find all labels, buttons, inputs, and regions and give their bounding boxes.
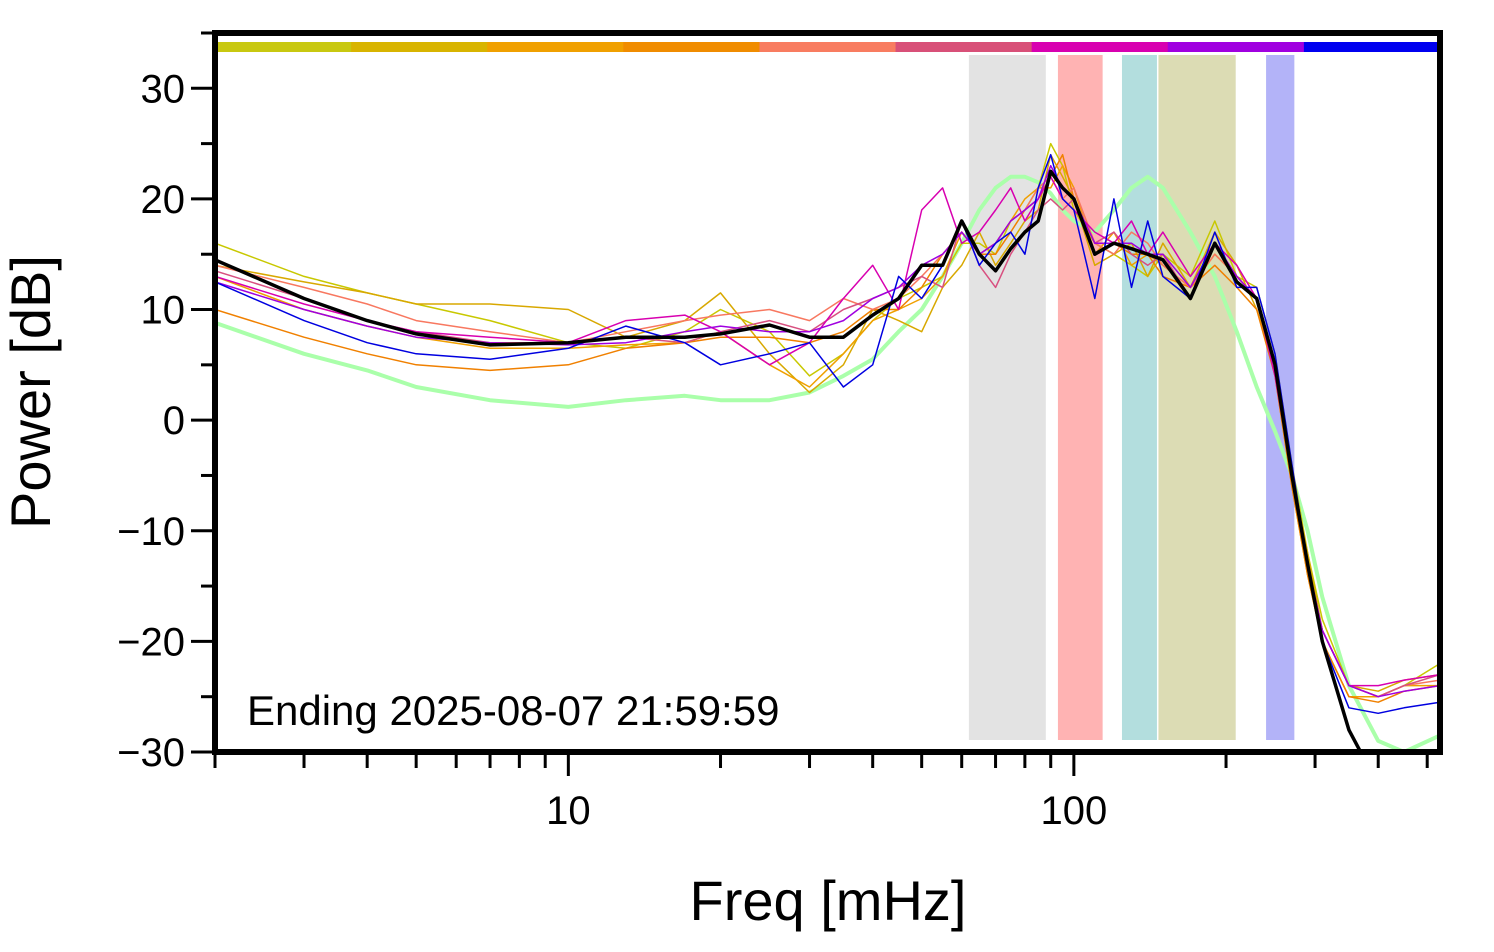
series-line bbox=[215, 153, 1440, 703]
top-bar-segment bbox=[1303, 42, 1441, 52]
x-axis-label: Freq [mHz] bbox=[690, 869, 967, 932]
series-line bbox=[215, 176, 1440, 687]
top-bar-segment bbox=[1031, 42, 1169, 52]
band bbox=[1121, 55, 1157, 740]
series-line bbox=[215, 164, 1440, 698]
y-tick-label: 0 bbox=[163, 399, 185, 443]
annotation: Ending 2025-08-07 21:59:59 bbox=[247, 687, 779, 734]
series-line bbox=[215, 174, 1440, 752]
series-line bbox=[215, 176, 1440, 698]
y-tick-label: −10 bbox=[117, 510, 185, 554]
y-tick-label: −30 bbox=[117, 731, 185, 775]
series-line bbox=[215, 153, 1440, 715]
top-bar-segment bbox=[1167, 42, 1305, 52]
frame bbox=[212, 30, 1443, 755]
y-tick-label: −20 bbox=[117, 620, 185, 664]
bands bbox=[968, 55, 1295, 740]
y-tick-label: 20 bbox=[141, 178, 186, 222]
top-bar bbox=[215, 42, 1441, 52]
series-line bbox=[215, 198, 1440, 698]
top-bar-segment bbox=[215, 42, 352, 52]
series-line bbox=[215, 153, 1440, 692]
series-line bbox=[215, 142, 1440, 698]
band bbox=[968, 55, 1046, 740]
lines bbox=[215, 142, 1440, 752]
band bbox=[1057, 55, 1103, 740]
y-tick-label: 10 bbox=[141, 289, 186, 333]
band bbox=[1158, 55, 1236, 740]
x-tick-label: 10 bbox=[546, 789, 591, 833]
top-bar-segment bbox=[759, 42, 897, 52]
top-bar-segment bbox=[351, 42, 488, 52]
top-bar-segment bbox=[623, 42, 760, 52]
y-tick-label: 30 bbox=[141, 67, 186, 111]
series-line bbox=[215, 164, 1440, 698]
series-line bbox=[215, 169, 1363, 752]
y-axis-label: Power [dB] bbox=[0, 255, 62, 529]
x-tick-label: 100 bbox=[1040, 789, 1107, 833]
top-bar-segment bbox=[487, 42, 624, 52]
top-bar-segment bbox=[895, 42, 1033, 52]
axes: −30 −20 −10 0 10 20 30 10 100 bbox=[117, 31, 1429, 833]
